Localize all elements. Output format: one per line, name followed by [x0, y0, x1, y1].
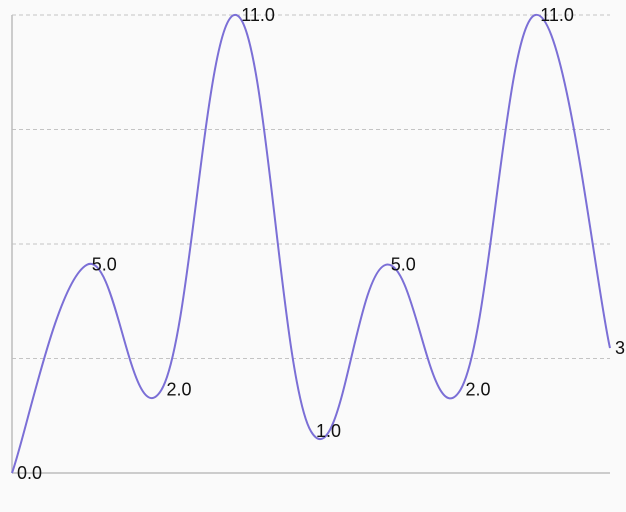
value-label: 5.0	[391, 255, 416, 275]
value-label: 3.0	[615, 338, 626, 358]
value-label: 2.0	[167, 379, 192, 399]
value-label: 0.0	[17, 463, 42, 483]
value-label: 11.0	[540, 5, 574, 25]
value-label: 1.0	[316, 421, 341, 441]
value-label: 5.0	[92, 255, 117, 275]
line	[11, 13, 611, 474]
value-label: 2.0	[466, 379, 491, 399]
value-label: 11.0	[241, 5, 275, 25]
